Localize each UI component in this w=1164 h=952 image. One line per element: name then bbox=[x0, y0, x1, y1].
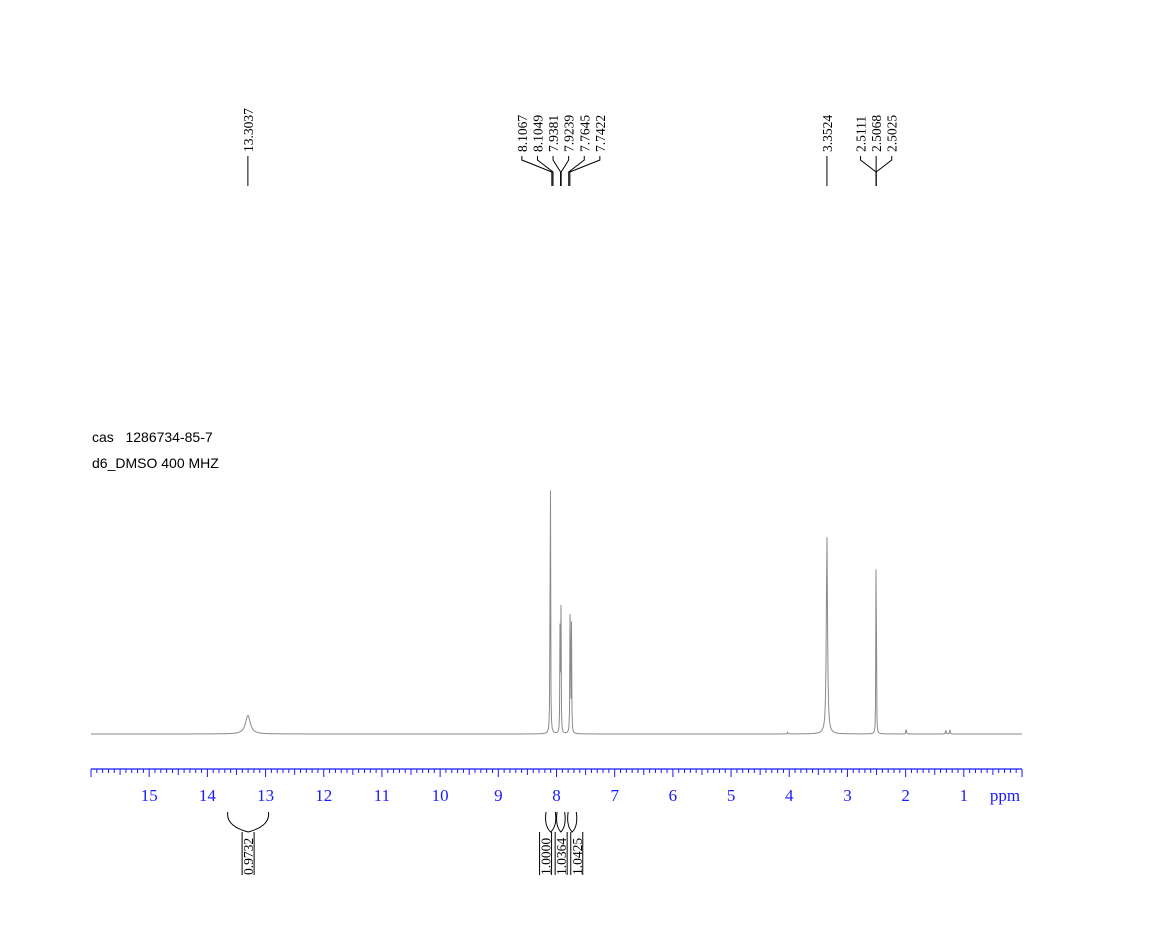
integral-layer: 0.9732 1.0000 1.0364 1.0425 bbox=[227, 811, 585, 875]
x-tick-label: 7 bbox=[610, 786, 619, 805]
integral-bracket bbox=[567, 811, 578, 833]
peak-shift-label: 2.5025 bbox=[885, 115, 900, 152]
peak-leader-line bbox=[536, 156, 554, 186]
peak-shift-label: 2.5111 bbox=[854, 116, 869, 152]
x-tick-label: 6 bbox=[669, 786, 678, 805]
x-tick-label: 2 bbox=[901, 786, 910, 805]
x-tick-label: 9 bbox=[494, 786, 503, 805]
peak-shift-label: 8.1049 bbox=[530, 115, 545, 152]
x-tick-label: 11 bbox=[374, 786, 390, 805]
peak-leader-line bbox=[875, 156, 893, 186]
peak-leader-line bbox=[552, 156, 562, 186]
peak-leader-line bbox=[860, 156, 877, 186]
peak-leader-line bbox=[560, 156, 570, 186]
x-tick-label: 3 bbox=[843, 786, 852, 805]
x-tick-label: 8 bbox=[552, 786, 561, 805]
peak-shift-label: 3.3524 bbox=[820, 115, 835, 152]
x-tick-label: 15 bbox=[141, 786, 158, 805]
peak-leader-line bbox=[521, 156, 553, 186]
peak-shift-label: 7.7422 bbox=[593, 115, 608, 152]
x-unit-label: ppm bbox=[990, 786, 1020, 805]
peak-shift-label: 7.9239 bbox=[562, 115, 577, 152]
spectrum-trace bbox=[91, 490, 1022, 735]
peak-shift-label: 2.5068 bbox=[869, 115, 884, 152]
x-tick-label: 12 bbox=[315, 786, 332, 805]
peak-shift-label: 13.3037 bbox=[241, 108, 256, 152]
peak-shift-label: 7.9381 bbox=[546, 115, 561, 152]
sample-cas-number: cas 1286734-85-7 bbox=[92, 429, 213, 445]
peak-label-layer: 13.3037 8.1067 8.1049 7.9381 7.9239 7.7645 7.7… bbox=[241, 108, 900, 186]
x-axis: 15 14 13 12 11 10 9 8 7 6 5 4 3 2 1 ppm bbox=[90, 768, 1023, 805]
peak-shift-label: 7.7645 bbox=[577, 115, 592, 152]
x-tick-label: 10 bbox=[432, 786, 449, 805]
x-tick-label: 1 bbox=[960, 786, 969, 805]
peak-leader-line bbox=[569, 156, 601, 186]
integral-bracket bbox=[227, 811, 270, 833]
peak-leader-line bbox=[568, 156, 585, 186]
integral-value-label: 1.0364 bbox=[554, 838, 569, 875]
integral-bracket bbox=[545, 811, 557, 833]
x-tick-label: 14 bbox=[199, 786, 217, 805]
x-tick-label: 5 bbox=[727, 786, 736, 805]
peak-shift-label: 8.1067 bbox=[515, 115, 530, 152]
integral-value-label: 1.0425 bbox=[570, 838, 585, 875]
integral-value-label: 1.0000 bbox=[539, 838, 554, 875]
integral-bracket bbox=[556, 811, 566, 833]
x-tick-label: 13 bbox=[257, 786, 274, 805]
sample-solvent-frequency: d6_DMSO 400 MHZ bbox=[92, 455, 219, 471]
integral-value-label: 0.9732 bbox=[241, 838, 256, 875]
x-tick-label: 4 bbox=[785, 786, 794, 805]
